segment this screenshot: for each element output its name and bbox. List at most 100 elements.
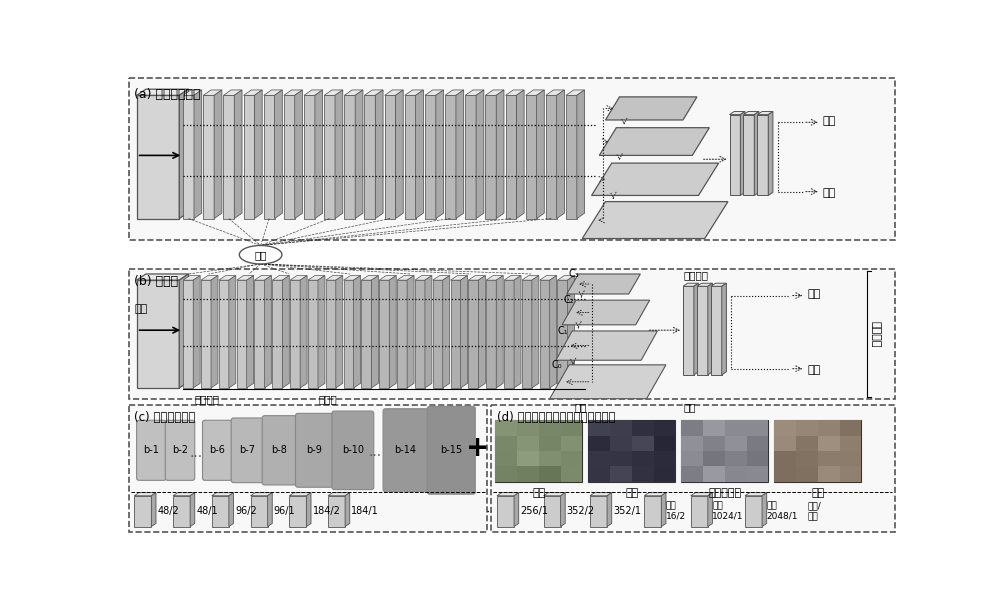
Text: 回归: 回归	[807, 365, 820, 375]
Polygon shape	[214, 90, 222, 219]
Polygon shape	[137, 89, 189, 95]
Bar	[588, 436, 610, 451]
Polygon shape	[201, 276, 218, 280]
Polygon shape	[582, 202, 728, 238]
Polygon shape	[405, 95, 416, 219]
Polygon shape	[190, 492, 195, 527]
Bar	[681, 451, 703, 467]
Polygon shape	[173, 495, 190, 527]
Polygon shape	[745, 495, 762, 527]
Bar	[632, 467, 654, 482]
Bar	[681, 467, 703, 482]
Bar	[539, 467, 561, 482]
Polygon shape	[326, 280, 336, 388]
Bar	[561, 420, 582, 436]
Polygon shape	[445, 90, 464, 95]
Polygon shape	[308, 280, 318, 388]
Bar	[796, 467, 818, 482]
Polygon shape	[137, 95, 179, 219]
Polygon shape	[183, 280, 193, 388]
Polygon shape	[254, 280, 264, 388]
Polygon shape	[436, 90, 444, 219]
Bar	[632, 420, 654, 436]
Polygon shape	[456, 90, 464, 219]
Text: 固定
2048/1: 固定 2048/1	[767, 501, 798, 521]
Bar	[703, 467, 725, 482]
Text: 256/1: 256/1	[520, 506, 548, 516]
Text: b-9: b-9	[306, 445, 322, 455]
Text: 352/2: 352/2	[567, 506, 595, 516]
Text: 主干部分: 主干部分	[195, 394, 220, 404]
Polygon shape	[425, 95, 436, 219]
Bar	[796, 436, 818, 451]
Text: 融合: 融合	[254, 250, 267, 259]
Bar	[774, 420, 796, 436]
Bar	[840, 467, 861, 482]
Polygon shape	[284, 95, 295, 219]
Text: 固定
1024/1: 固定 1024/1	[712, 501, 744, 521]
Polygon shape	[364, 95, 375, 219]
Polygon shape	[526, 95, 537, 219]
Bar	[588, 467, 610, 482]
Bar	[632, 436, 654, 451]
Polygon shape	[465, 90, 484, 95]
Polygon shape	[537, 90, 544, 219]
Text: 色偏: 色偏	[532, 488, 545, 498]
Polygon shape	[532, 276, 539, 388]
Text: 48/2: 48/2	[158, 506, 179, 516]
Polygon shape	[540, 276, 557, 280]
Polygon shape	[324, 95, 335, 219]
Polygon shape	[326, 276, 343, 280]
Text: 分类: 分类	[822, 116, 836, 126]
Text: 全连接层: 全连接层	[683, 271, 708, 281]
Text: ···: ···	[190, 450, 203, 464]
Text: ···: ···	[369, 448, 382, 463]
Text: b-6: b-6	[209, 445, 225, 455]
Bar	[129, 405, 487, 532]
Polygon shape	[272, 276, 289, 280]
Polygon shape	[590, 495, 607, 527]
Bar	[681, 420, 768, 482]
Polygon shape	[550, 276, 557, 388]
Text: 可微方式: 可微方式	[870, 321, 880, 347]
Polygon shape	[193, 276, 200, 388]
Polygon shape	[550, 365, 666, 399]
Polygon shape	[745, 492, 767, 495]
Bar	[539, 420, 561, 436]
Bar	[840, 436, 861, 451]
Text: (c) 高效搜索空间: (c) 高效搜索空间	[134, 411, 196, 424]
Polygon shape	[194, 90, 202, 219]
Polygon shape	[722, 283, 726, 375]
Polygon shape	[336, 276, 343, 388]
Polygon shape	[740, 111, 745, 196]
Polygon shape	[496, 276, 503, 388]
Polygon shape	[203, 90, 222, 95]
Text: C₁: C₁	[557, 326, 568, 336]
Polygon shape	[485, 90, 504, 95]
Polygon shape	[476, 90, 484, 219]
Polygon shape	[757, 114, 768, 196]
Bar	[818, 467, 840, 482]
Text: 回归: 回归	[822, 188, 836, 198]
Bar	[654, 420, 675, 436]
Polygon shape	[308, 276, 325, 280]
FancyBboxPatch shape	[427, 406, 475, 494]
Text: 通道/
步长: 通道/ 步长	[807, 501, 821, 521]
Polygon shape	[389, 276, 396, 388]
Bar	[681, 436, 703, 451]
Bar	[703, 436, 725, 451]
Bar	[818, 420, 840, 436]
Polygon shape	[450, 276, 468, 280]
Polygon shape	[697, 283, 712, 287]
Polygon shape	[497, 495, 514, 527]
Polygon shape	[344, 95, 355, 219]
Polygon shape	[607, 492, 612, 527]
Polygon shape	[264, 95, 275, 219]
Polygon shape	[361, 280, 371, 388]
Polygon shape	[183, 95, 194, 219]
Text: 96/1: 96/1	[274, 506, 295, 516]
Polygon shape	[290, 280, 300, 388]
Polygon shape	[134, 495, 151, 527]
Bar	[495, 420, 582, 482]
Polygon shape	[443, 276, 450, 388]
